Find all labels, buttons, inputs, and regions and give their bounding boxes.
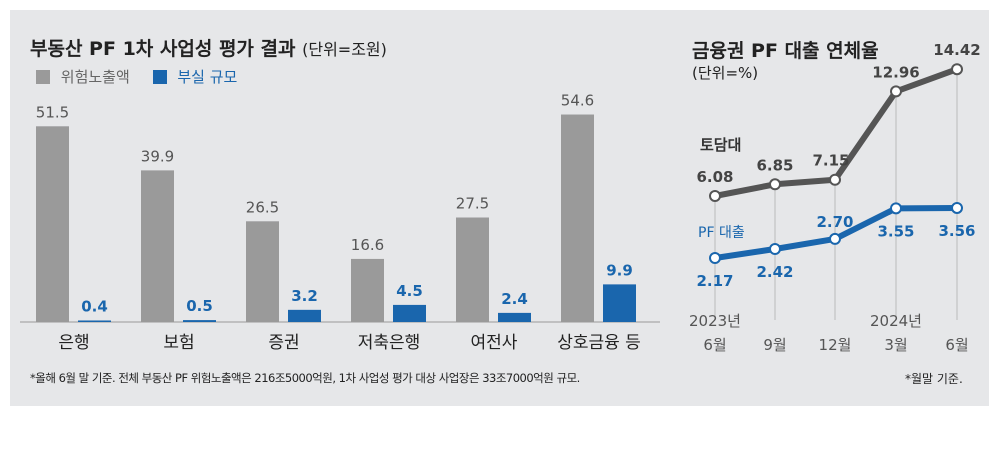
bar-value-label: 9.9	[606, 261, 633, 279]
point-value-label: 2.42	[756, 263, 793, 281]
point-value-label: 7.15	[812, 152, 849, 170]
bar-exposure	[456, 217, 489, 322]
bar-chart-title: 부동산 PF 1차 사업성 평가 결과 (단위=조원)	[30, 38, 387, 60]
bar-exposure	[141, 170, 174, 322]
series-label: 토담대	[700, 136, 741, 154]
bar-exposure	[246, 221, 279, 322]
data-point	[829, 232, 841, 245]
bar-bad	[183, 320, 216, 322]
bar-value-label: 2.4	[501, 290, 528, 308]
legend: 위험노출액 부실 규모	[36, 66, 237, 87]
category-label: 상호금융 등	[557, 333, 641, 353]
data-point	[951, 63, 963, 76]
x-tick-year: 2024년	[870, 312, 922, 330]
point-value-label: 3.56	[938, 222, 975, 240]
data-point	[709, 252, 721, 264]
bar-value-label: 54.6	[561, 92, 594, 110]
point-value-label: 6.08	[696, 168, 733, 186]
bar-value-label: 16.6	[351, 236, 384, 254]
bar-bad	[393, 304, 426, 322]
data-point	[890, 202, 902, 215]
bar-exposure	[36, 126, 69, 322]
x-tick-month: 9월	[763, 336, 786, 354]
bar-value-label: 27.5	[456, 195, 489, 213]
point-value-label: 14.42	[933, 41, 980, 59]
data-point	[951, 201, 963, 214]
x-tick-month: 6월	[703, 336, 726, 354]
bar-bad	[78, 320, 111, 322]
bar-value-label: 26.5	[246, 198, 279, 216]
legend-swatch-blue	[152, 70, 167, 84]
bar-bad	[288, 309, 321, 322]
line-note: *월말 기준.	[905, 372, 963, 386]
line-chart-title: 금융권 PF 대출 연체율	[692, 40, 879, 62]
category-label: 보험	[163, 333, 194, 353]
bar-bad	[498, 312, 531, 322]
bar-value-label: 3.2	[291, 287, 318, 305]
data-point	[890, 85, 902, 98]
bar-exposure	[351, 258, 384, 322]
bar-value-label: 51.5	[36, 103, 69, 121]
x-tick-year: 2023년	[689, 312, 741, 330]
category-label: 증권	[268, 333, 299, 353]
bar-note: *올해 6월 말 기준. 전체 부동산 PF 위험노출액은 216조5000억원…	[30, 371, 580, 385]
category-label: 은행	[58, 333, 89, 353]
data-point	[709, 190, 721, 202]
line-chart-unit: (단위=%)	[692, 64, 759, 82]
category-label: 여전사	[471, 333, 518, 353]
x-tick-month: 3월	[884, 336, 907, 354]
series-label: PF 대출	[698, 225, 745, 241]
bar-value-label: 0.4	[81, 297, 108, 315]
point-value-label: 3.55	[877, 222, 914, 240]
category-label: 저축은행	[358, 333, 421, 353]
data-point	[829, 173, 841, 186]
data-point	[769, 243, 781, 255]
point-value-label: 6.85	[756, 156, 793, 174]
data-point	[769, 178, 781, 191]
bar-value-label: 4.5	[396, 282, 423, 300]
bar-value-label: 39.9	[141, 147, 174, 165]
point-value-label: 2.17	[696, 272, 733, 290]
bar-exposure	[561, 114, 594, 323]
x-tick-month: 6월	[945, 336, 968, 354]
point-value-label: 2.70	[816, 213, 853, 231]
bar-value-label: 0.5	[186, 297, 213, 315]
point-value-label: 12.96	[872, 63, 919, 81]
legend-swatch-gray	[36, 70, 50, 84]
x-tick-month: 12월	[819, 336, 852, 354]
bar-bad	[603, 284, 636, 322]
